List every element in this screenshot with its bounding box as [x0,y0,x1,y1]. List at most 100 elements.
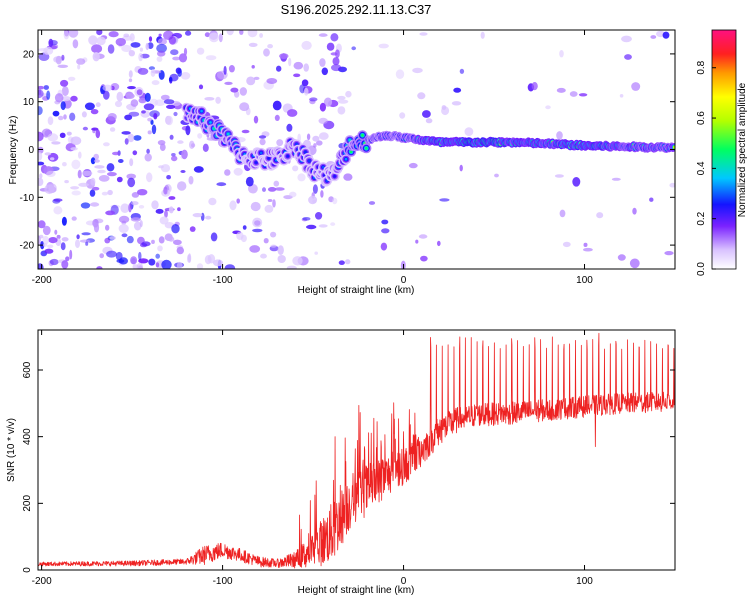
spectrogram-noise-blob [185,30,192,36]
spectrogram-noise-blob [106,250,117,258]
spectrogram-noise-blob [277,255,286,263]
spectrogram-noise-blob [96,36,106,46]
spectrogram-noise-blob [42,225,51,236]
spectrogram-noise-blob [262,187,266,192]
snr-frame [37,329,676,571]
spectrogram-noise-blob [338,260,345,266]
spectrogram-noise-blob [459,68,465,74]
x-tick-label: -200 [32,576,52,587]
spectrogram-noise-blob [494,173,499,178]
spectrogram-noise-blob [93,159,100,163]
spectrogram-noise-blob [84,102,95,111]
spectrogram-noise-blob [287,109,298,117]
spectrogram-noise-blob [272,100,282,111]
spectrogram-noise-blob [127,177,136,188]
spectrogram-noise-blob [180,72,191,80]
spectrogram-noise-blob [131,201,139,206]
spectrogram-noise-blob [451,101,462,106]
spectrogram-noise-blob [459,164,463,172]
spectrogram-noise-blob [61,86,69,97]
spectrogram-noise-blob [141,241,151,247]
spectrogram-noise-blob [314,251,319,255]
spectrogram-noise-blob [176,261,183,269]
spectrogram-noise-blob [60,79,69,87]
spectrogram-noise-blob [175,67,182,74]
spectrogram-noise-blob [38,146,44,154]
spectrogram-noise-blob [151,124,157,135]
spectrogram-noise-blob [148,66,155,71]
spectrogram-noise-blob [155,208,164,214]
spectrogram-noise-blob [38,89,44,99]
spectrogram-noise-blob [128,111,140,117]
spectrogram-noise-blob [345,90,352,98]
spectrogram-noise-blob [155,262,160,268]
spectrogram-noise-blob [578,93,588,97]
spectrogram-noise-blob [39,173,43,179]
spectrogram-noise-blob [105,210,115,216]
spectrogram-noise-blob [71,216,77,221]
spectrogram-noise-blob [381,228,390,234]
spectrogram-noise-blob [168,236,175,242]
spectrogram-noise-blob [130,99,139,107]
spectrogram-ridge-mark [259,151,263,155]
spectrogram-noise-blob [76,58,86,65]
spectrogram-noise-blob [121,131,131,135]
spectrogram-noise-blob [38,106,43,116]
x-tick-label: 100 [576,576,593,587]
spectrogram-noise-blob [49,258,59,266]
spectrogram-noise-blob [58,115,64,121]
spectrogram-noise-blob [164,209,168,218]
spectrogram-noise-blob [395,69,405,79]
spectrogram-noise-blob [121,233,128,238]
spectrogram-noise-blob [130,256,138,265]
spectrogram-noise-blob [44,152,52,156]
spectrogram-noise-blob [166,175,172,180]
spectrogram-noise-blob [138,97,147,104]
y-tick-label: -20 [20,241,35,252]
spectrogram-noise-blob [71,190,81,196]
spectrogram-noise-blob [61,216,67,226]
spectrogram-noise-blob [43,85,49,90]
spectrogram-noise-blob [92,186,100,191]
spectrogram-noise-blob [631,82,641,91]
spectrogram-noise-blob [562,241,571,248]
spectrogram-noise-blob [131,192,140,198]
spectrogram-noise-blob [193,166,204,173]
spectrogram-noise-blob [439,198,450,202]
spectrogram-noise-blob [130,42,141,48]
spectrogram-noise-blob [38,263,44,269]
spectrogram-noise-blob [156,56,163,62]
spectrogram-noise-blob [205,55,217,61]
spectrogram-noise-blob [92,52,100,62]
spectrogram-ridge-mark [200,109,203,113]
spectrogram-noise-blob [109,236,116,240]
spectrogram-noise-blob [321,67,328,76]
colorbar-label: Normalized spectral amplitude [737,82,748,217]
spectrogram-noise-blob [96,30,103,36]
spectrogram-noise-blob [57,64,69,69]
spectrogram-noise-blob [107,44,115,54]
spectrogram-noise-blob [62,162,67,167]
spectrogram-ylabel: Frequency (Hz) [8,116,19,185]
spectrogram-noise-blob [318,132,329,140]
spectrogram-noise-blob [208,32,219,43]
spectrogram-noise-blob [252,217,263,228]
spectrogram-noise-blob [417,92,426,100]
spectrogram-noise-blob [47,244,54,249]
spectrogram-noise-blob [89,189,96,197]
spectrogram-noise-blob [318,224,328,228]
spectrogram-noise-blob [38,220,46,229]
spectrogram-noise-blob [216,182,227,187]
spectrogram-noise-blob [107,172,117,177]
spectrogram-noise-blob [147,117,153,122]
spectrogram-noise-blob [107,189,113,196]
spectrogram-noise-blob [318,117,328,124]
y-tick-label: 0 [28,145,34,156]
spectrogram-noise-blob [172,56,181,61]
spectrogram-noise-blob [144,92,151,102]
spectrogram-noise-blob [168,196,176,200]
spectrogram-noise-blob [264,204,274,213]
spectrogram-noise-blob [188,253,192,263]
spectrogram-noise-blob [169,134,174,140]
x-tick-label: 100 [576,275,593,286]
